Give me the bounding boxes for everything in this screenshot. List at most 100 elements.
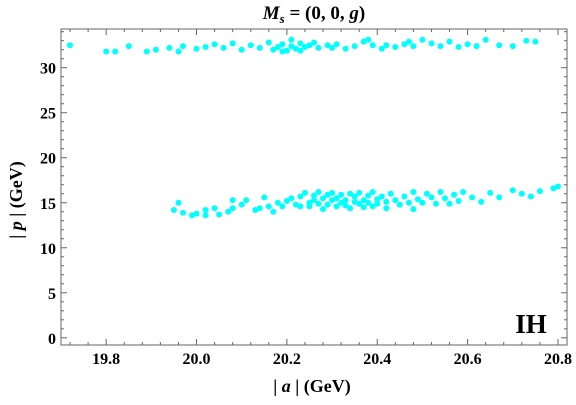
scatter-point xyxy=(410,43,417,50)
scatter-point xyxy=(306,203,313,210)
scatter-point xyxy=(383,205,390,212)
scatter-point xyxy=(297,193,304,200)
y-label-var: p xyxy=(6,221,26,232)
scatter-point xyxy=(555,183,561,190)
scatter-point xyxy=(229,197,236,204)
scatter-point xyxy=(365,199,372,206)
scatter-point xyxy=(378,45,385,52)
y-label-post: | (GeV) xyxy=(6,161,27,221)
x-label-pre: | xyxy=(273,376,281,396)
scatter-point xyxy=(329,44,336,51)
scatter-point xyxy=(487,189,494,196)
scatter-point xyxy=(342,45,349,52)
scatter-point xyxy=(360,204,367,211)
scatter-point xyxy=(342,197,349,204)
scatter-point xyxy=(523,37,530,44)
scatter-point xyxy=(292,201,299,208)
scatter-point xyxy=(333,195,340,202)
scatter-point xyxy=(446,38,453,45)
scatter-point xyxy=(442,195,448,202)
scatter-point xyxy=(270,208,277,215)
scatter-point xyxy=(180,209,186,216)
scatter-point xyxy=(482,36,489,43)
scatter-point xyxy=(455,198,462,204)
scatter-point xyxy=(437,189,444,195)
scatter-point xyxy=(193,210,200,217)
annotation-ih: IH xyxy=(515,309,547,339)
x-tick-label: 20.4 xyxy=(363,351,391,368)
scatter-point xyxy=(175,48,182,55)
scatter-point xyxy=(112,48,119,55)
scatter-point xyxy=(392,197,399,204)
x-tick-label: 20.6 xyxy=(454,351,482,368)
scatter-point xyxy=(518,190,525,197)
scatter-point xyxy=(220,44,227,51)
scatter-point xyxy=(211,205,218,212)
scatter-point xyxy=(238,201,245,208)
scatter-point xyxy=(202,44,209,50)
scatter-point xyxy=(347,190,354,197)
scatter-point xyxy=(342,202,349,209)
scatter-point xyxy=(180,43,186,50)
scatter-point xyxy=(189,212,195,219)
scatter-point xyxy=(374,200,381,207)
scatter-point xyxy=(297,203,304,210)
scatter-point xyxy=(143,48,150,55)
y-tick-label: 10 xyxy=(40,241,56,258)
scatter-point xyxy=(125,43,132,50)
scatter-point xyxy=(315,44,322,51)
scatter-point xyxy=(401,193,408,200)
x-axis-label: | a | (GeV) xyxy=(273,376,350,397)
scatter-point xyxy=(202,212,209,219)
scatter-point xyxy=(464,41,471,48)
scatter-point xyxy=(405,199,412,206)
scatter-point xyxy=(297,40,304,47)
scatter-point xyxy=(423,190,430,197)
scatter-point xyxy=(67,42,73,49)
scatter-point xyxy=(437,43,444,50)
scatter-point xyxy=(509,43,516,50)
title-rest: = (0, 0, xyxy=(285,3,350,24)
scatter-point xyxy=(175,199,182,206)
scatter-point xyxy=(351,43,358,50)
scatter-point xyxy=(261,194,268,201)
scatter-point xyxy=(351,193,358,200)
scatter-point xyxy=(378,193,385,200)
scatter-point xyxy=(297,47,304,54)
scatter-point xyxy=(265,203,272,210)
scatter-point xyxy=(329,189,336,196)
scatter-point xyxy=(369,203,376,210)
scatter-point xyxy=(410,206,417,213)
scatter-point xyxy=(274,199,281,206)
chart-title: Ms = (0, 0, g) xyxy=(262,3,365,26)
scatter-point xyxy=(496,42,503,49)
scatter-point xyxy=(532,38,539,45)
scatter-point xyxy=(351,198,358,205)
scatter-point xyxy=(396,201,403,208)
scatter-point xyxy=(356,200,363,207)
scatter-point xyxy=(410,189,417,195)
scatter-point xyxy=(152,46,159,53)
y-axis-label: | p | (GeV) xyxy=(6,161,27,238)
scatter-point xyxy=(279,41,286,48)
y-tick-label: 5 xyxy=(48,286,56,303)
scatter-point xyxy=(360,38,367,45)
scatter-point xyxy=(103,48,110,55)
plot-frame xyxy=(60,28,568,346)
scatter-point xyxy=(252,207,259,213)
scatter-point xyxy=(193,45,200,52)
axis-ticks: 19.8 20.0 20.2 20.4 20.6 20.8 0 5 10 15 20 25 30 xyxy=(40,29,572,368)
scatter-point xyxy=(433,200,439,207)
scatter-point xyxy=(338,191,345,198)
scatter-point xyxy=(387,190,394,197)
scatter-point xyxy=(369,42,376,49)
scatter-point xyxy=(279,203,286,210)
y-tick-label: 30 xyxy=(40,61,56,78)
scatter-point xyxy=(211,41,218,48)
scatter-point xyxy=(324,42,331,49)
scatter-point xyxy=(311,192,317,199)
x-tick-label: 20.8 xyxy=(544,351,572,368)
scatter-point xyxy=(347,205,354,212)
x-tick-label: 20.2 xyxy=(273,351,301,368)
